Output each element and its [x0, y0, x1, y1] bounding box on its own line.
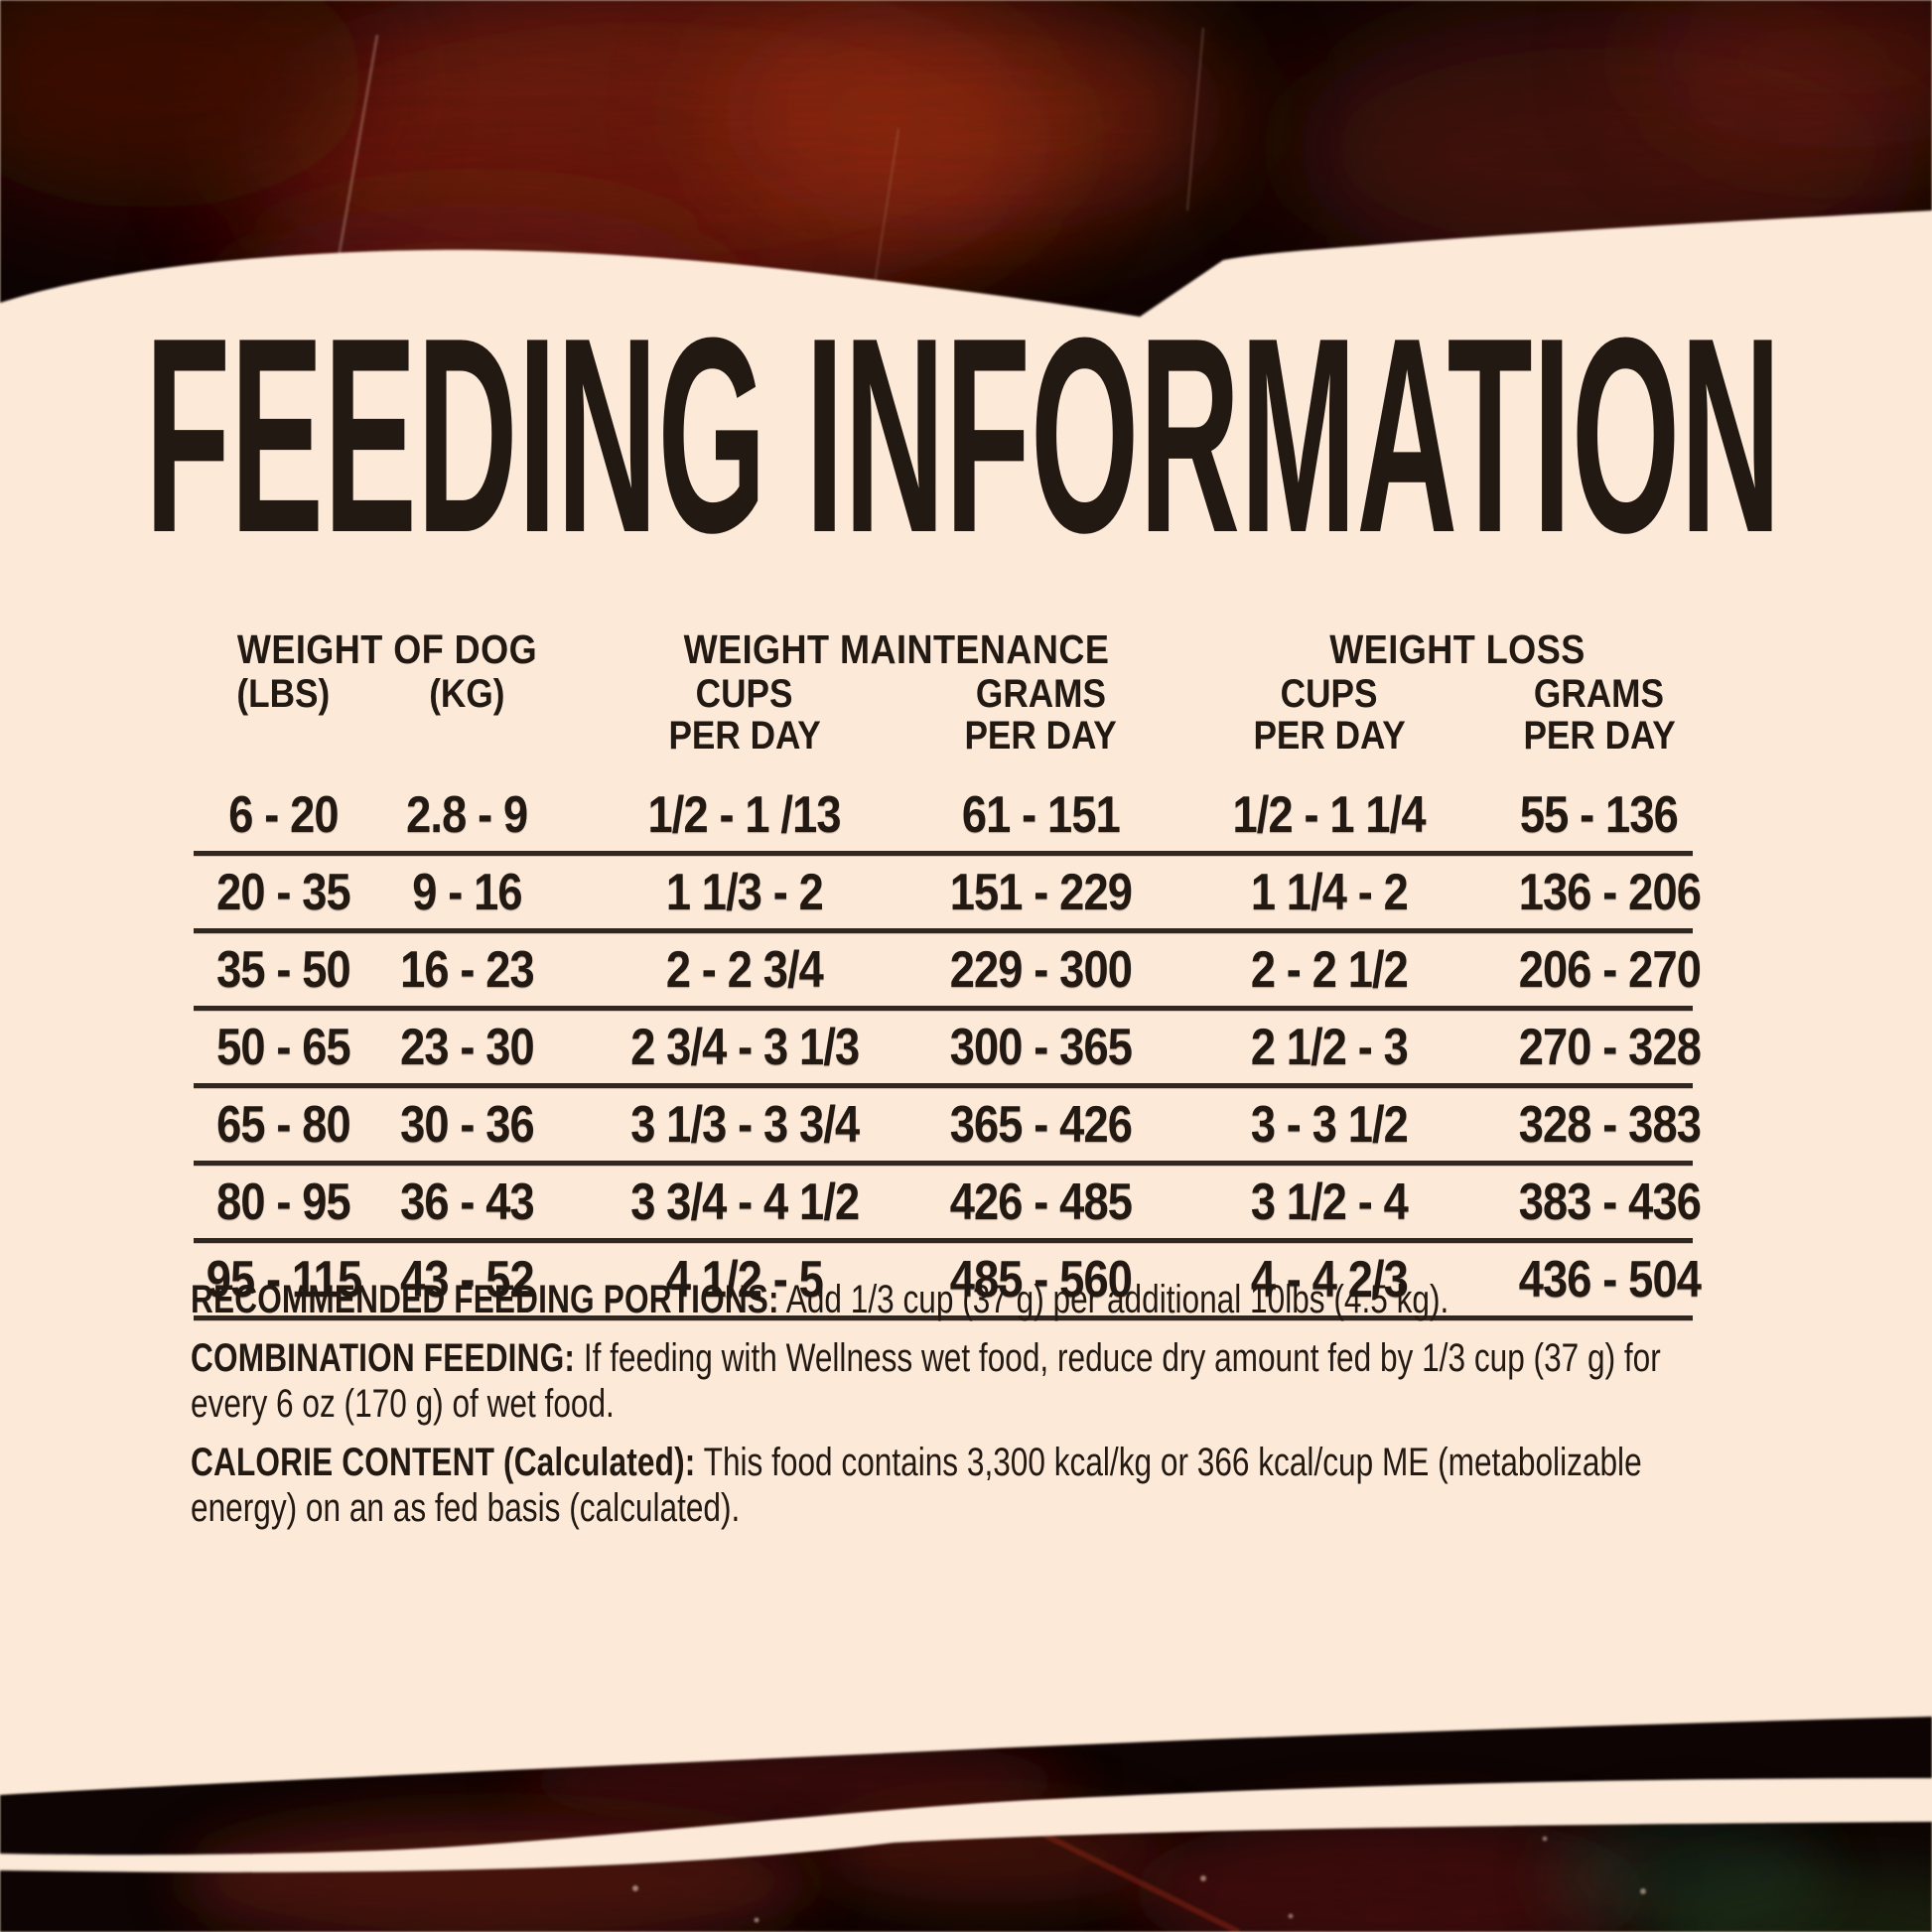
table-cell: 3 1/3 - 3 3/4	[629, 1095, 860, 1154]
table-cell: 1 1/4 - 2	[1250, 863, 1409, 921]
note-text: Add 1/3 cup (37 g) per additional 10lbs …	[785, 1278, 1449, 1321]
table-cell: 3 1/2 - 4	[1250, 1173, 1409, 1231]
table-row: 35 - 50 16 - 23 2 - 2 3/4 229 - 300 2 - …	[194, 933, 1702, 1011]
table-cell: 2 - 2 3/4	[665, 940, 824, 999]
note-label: RECOMMENDED FEEDING PORTIONS:	[191, 1278, 779, 1321]
table-cell: 43 - 52	[400, 1250, 535, 1309]
table-cell: 23 - 30	[400, 1018, 535, 1076]
table-row: 95 - 115 43 - 52 4 1/2 - 5 485 - 560 4 -…	[194, 1243, 1702, 1320]
table-group-header-row: WEIGHT OF DOG WEIGHT MAINTENANCE WEIGHT …	[194, 627, 1693, 673]
table-body: 6 - 20 2.8 - 9 1/2 - 1 /13 61 - 151 1/2 …	[194, 778, 1702, 1320]
table-cell: 3 3/4 - 4 1/2	[629, 1173, 860, 1231]
col-header-kg: (KG)	[429, 672, 505, 716]
table-cell: 151 - 229	[949, 863, 1132, 921]
table-cell: 2 1/2 - 3	[1250, 1018, 1409, 1076]
table-cell: 50 - 65	[216, 1018, 351, 1076]
table-cell: 4 - 4 2/3	[1250, 1250, 1409, 1309]
page-title-text: FEEDING INFORMATION	[145, 281, 1781, 591]
note-text: If feeding with Wellness wet food, reduc…	[583, 1336, 1661, 1380]
table-cell: 300 - 365	[949, 1018, 1132, 1076]
group-header-weight-loss: WEIGHT LOSS	[1329, 626, 1586, 672]
table-cell: 383 - 436	[1518, 1173, 1702, 1231]
col-header-loss-cups: CUPS PER DAY	[1253, 672, 1406, 758]
note-recommended-feeding-portions: RECOMMENDED FEEDING PORTIONS: Add 1/3 cu…	[191, 1277, 1727, 1322]
table-cell: 2.8 - 9	[406, 785, 528, 844]
table-cell: 61 - 151	[961, 785, 1121, 844]
table-row: 65 - 80 30 - 36 3 1/3 - 3 3/4 365 - 426 …	[194, 1088, 1702, 1166]
table-cell: 270 - 328	[1518, 1018, 1702, 1076]
table-cell: 229 - 300	[949, 940, 1132, 999]
title-text: FEEDING INFORMATION	[145, 318, 1781, 561]
table-cell: 20 - 35	[216, 863, 351, 921]
table-row: 50 - 65 23 - 30 2 3/4 - 3 1/3 300 - 365 …	[194, 1011, 1702, 1088]
note-text: every 6 oz (170 g) of wet food.	[191, 1382, 615, 1426]
table-cell: 328 - 383	[1518, 1095, 1702, 1154]
table-cell: 1 1/3 - 2	[665, 863, 824, 921]
col-header-loss-grams: GRAMS PER DAY	[1522, 672, 1676, 758]
note-combination-feeding: COMBINATION FEEDING: If feeding with Wel…	[191, 1335, 1727, 1427]
table-row: 80 - 95 36 - 43 3 3/4 - 4 1/2 426 - 485 …	[194, 1166, 1702, 1243]
table-cell: 1/2 - 1 1/4	[1232, 785, 1427, 844]
table-cell: 35 - 50	[216, 940, 351, 999]
group-header-weight-maintenance: WEIGHT MAINTENANCE	[683, 626, 1110, 672]
table-cell: 206 - 270	[1518, 940, 1702, 999]
table-cell: 365 - 426	[949, 1095, 1132, 1154]
table-cell: 426 - 485	[949, 1173, 1132, 1231]
table-cell: 30 - 36	[400, 1095, 535, 1154]
note-calorie-content: CALORIE CONTENT (Calculated): This food …	[191, 1440, 1727, 1531]
table-cell: 6 - 20	[228, 785, 339, 844]
table-cell: 436 - 504	[1518, 1250, 1702, 1309]
table-row: 20 - 35 9 - 16 1 1/3 - 2 151 - 229 1 1/4…	[194, 856, 1702, 933]
col-header-maint-cups: CUPS PER DAY	[668, 672, 821, 758]
table-cell: 136 - 206	[1518, 863, 1702, 921]
table-cell: 4 1/2 - 5	[665, 1250, 824, 1309]
col-header-lbs: (LBS)	[236, 672, 331, 716]
table-cell: 9 - 16	[412, 863, 522, 921]
feeding-notes: RECOMMENDED FEEDING PORTIONS: Add 1/3 cu…	[191, 1277, 1727, 1544]
table-cell: 95 - 115	[206, 1250, 361, 1309]
table-cell: 36 - 43	[400, 1173, 535, 1231]
table-cell: 3 - 3 1/2	[1250, 1095, 1409, 1154]
col-header-maint-grams: GRAMS PER DAY	[964, 672, 1117, 758]
table-subheader-row: (LBS) (KG) CUPS PER DAY GRAMS PER DAY CUPS…	[194, 673, 1693, 757]
feeding-table: WEIGHT OF DOG WEIGHT MAINTENANCE WEIGHT …	[194, 627, 1702, 1320]
note-label: COMBINATION FEEDING:	[191, 1336, 576, 1380]
note-text: energy) on an as fed basis (calculated).	[191, 1486, 741, 1530]
table-row: 6 - 20 2.8 - 9 1/2 - 1 /13 61 - 151 1/2 …	[194, 778, 1693, 856]
table-cell: 2 3/4 - 3 1/3	[629, 1018, 860, 1076]
note-label: CALORIE CONTENT (Calculated):	[191, 1441, 696, 1484]
table-cell: 55 - 136	[1520, 785, 1679, 844]
table-cell: 2 - 2 1/2	[1250, 940, 1409, 999]
note-text: This food contains 3,300 kcal/kg or 366 …	[703, 1441, 1642, 1484]
group-header-weight-of-dog: WEIGHT OF DOG	[236, 626, 537, 672]
page-title: FEEDING INFORMATION	[145, 281, 1793, 591]
table-cell: 485 - 560	[949, 1250, 1132, 1309]
table-cell: 65 - 80	[216, 1095, 351, 1154]
table-cell: 80 - 95	[216, 1173, 351, 1231]
table-cell: 1/2 - 1 /13	[647, 785, 842, 844]
table-cell: 16 - 23	[400, 940, 535, 999]
